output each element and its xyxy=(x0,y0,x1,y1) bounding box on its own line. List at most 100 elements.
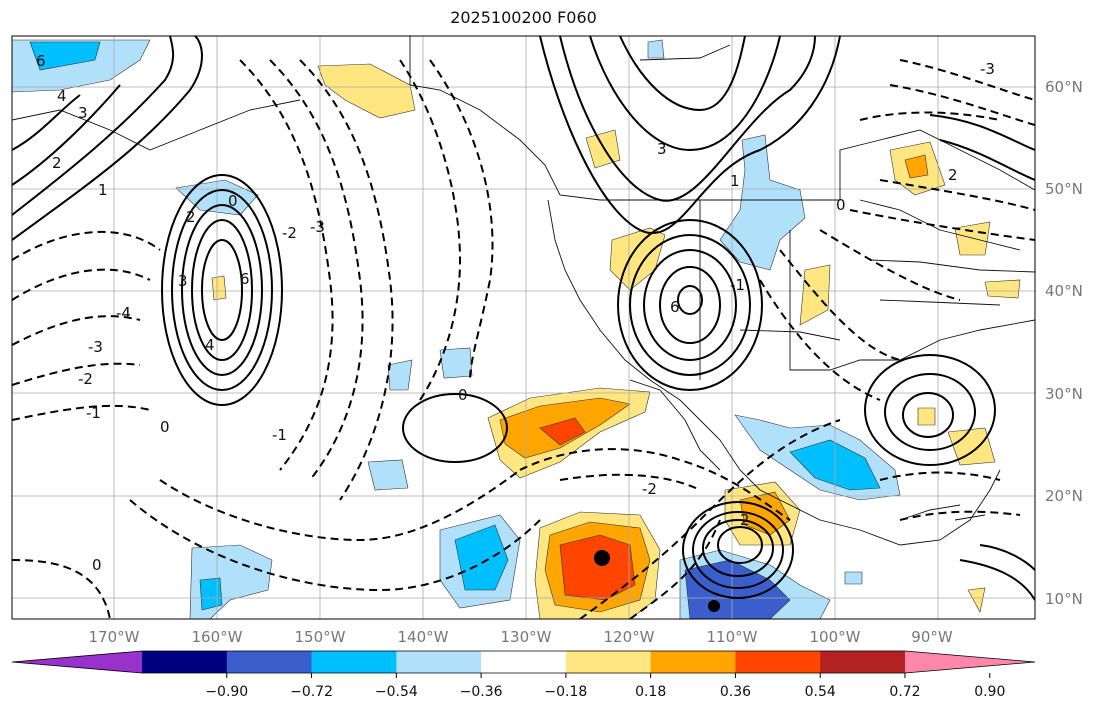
fill-region xyxy=(439,347,473,379)
map-area xyxy=(12,36,1035,619)
colorbar-tick-label: 0.18 xyxy=(635,684,666,700)
contour-line xyxy=(519,448,791,521)
contour-line xyxy=(12,362,141,386)
colorbar-tick-label: 0.36 xyxy=(720,684,751,700)
fill-region xyxy=(387,359,413,391)
contour-label: 4 xyxy=(57,87,67,105)
fill-region xyxy=(539,417,586,446)
contour-line xyxy=(629,519,721,619)
fill-region xyxy=(559,534,636,601)
lat-label: 10°N xyxy=(1045,590,1083,608)
contour-line xyxy=(12,268,151,301)
colorbar-tick-label: 0.54 xyxy=(805,684,836,700)
contour-label: -1 xyxy=(730,276,745,294)
contour-line xyxy=(429,59,494,381)
colorbar-extend-high xyxy=(905,651,1035,673)
contour-line xyxy=(399,59,462,401)
map-frame xyxy=(11,35,1036,620)
contour-line xyxy=(702,519,774,577)
contour-line xyxy=(559,36,816,202)
contour-label: 2 xyxy=(186,208,196,226)
fill-region xyxy=(967,587,986,613)
colorbar-outline xyxy=(11,650,1036,674)
contour-line xyxy=(559,473,701,491)
contour-label: 2 xyxy=(52,154,62,172)
lon-label: 130°W xyxy=(501,628,552,646)
fill-region xyxy=(647,39,665,59)
contour-line xyxy=(677,285,703,315)
contour-line xyxy=(181,204,263,376)
fill-region xyxy=(367,459,409,491)
contour-line xyxy=(864,354,996,466)
contour-label: 0 xyxy=(160,418,170,436)
fill-region xyxy=(454,524,509,591)
contour-line xyxy=(539,36,841,234)
min-marker xyxy=(708,600,720,612)
contour-line xyxy=(129,499,541,592)
contour-label: 4 xyxy=(205,336,215,354)
contour-line xyxy=(579,419,841,619)
contour-line xyxy=(899,510,1021,521)
contour-line xyxy=(12,36,203,241)
contour-line xyxy=(889,84,1035,126)
fill-region xyxy=(917,407,936,426)
colorbar-tick-label: −0.90 xyxy=(205,684,248,700)
contour-line xyxy=(692,511,784,589)
contour-line xyxy=(159,469,521,542)
contour-line xyxy=(879,471,1001,481)
contour-line xyxy=(12,230,161,261)
contour-line xyxy=(12,559,111,619)
contour-line xyxy=(902,392,954,438)
contour-label: -3 xyxy=(980,60,995,78)
contour-label: 2 xyxy=(740,511,750,529)
colorbar-segment xyxy=(226,651,313,673)
lat-label: 40°N xyxy=(1045,282,1083,300)
contour-label: -1 xyxy=(86,404,101,422)
fill-region xyxy=(904,154,929,179)
lon-label: 120°W xyxy=(604,628,655,646)
colorbar-segment xyxy=(650,651,736,673)
contour-line xyxy=(939,139,1035,181)
contour-line xyxy=(161,174,283,406)
contour-line xyxy=(819,229,961,301)
fill-region xyxy=(799,264,831,326)
lon-label: 140°W xyxy=(398,628,449,646)
coastlines xyxy=(12,36,1035,546)
colorbar-segment xyxy=(311,651,397,673)
contour-line xyxy=(779,249,901,361)
colorbar: −0.90 −0.72 −0.54 −0.36 −0.18 0.18 0.36 0.54 0.7… xyxy=(11,650,1036,700)
contour-line xyxy=(884,373,976,451)
max-marker xyxy=(594,550,610,566)
contour-line xyxy=(859,111,1001,121)
colorbar-tick-label: −0.36 xyxy=(460,684,503,700)
colorbar-segment xyxy=(481,651,567,673)
contour-label: 2 xyxy=(948,166,958,184)
contour-label: 3 xyxy=(178,272,188,290)
contour-line xyxy=(643,249,737,361)
colorbar-tick-label: −0.54 xyxy=(375,684,418,700)
contour-line xyxy=(402,393,508,463)
contour-label: -4 xyxy=(116,304,131,322)
contour-label: -2 xyxy=(642,480,657,498)
fill-region xyxy=(984,279,1021,299)
lon-label: 100°W xyxy=(810,628,861,646)
figure-title: 2025100200 F060 xyxy=(450,8,597,27)
fill-region xyxy=(199,577,223,611)
contour-line xyxy=(929,114,1035,151)
fill-region xyxy=(947,427,996,466)
colorbar-segment xyxy=(820,651,906,673)
colorbar-segment xyxy=(396,651,482,673)
contour-label: 1 xyxy=(98,181,108,199)
contour-line xyxy=(629,234,751,376)
lat-label: 60°N xyxy=(1045,78,1083,96)
contour-labels: 6 4 3 2 1 0 0 -1 -2 -3 -4 6 4 3 2 0 -1 -… xyxy=(36,52,995,574)
contour-line xyxy=(12,84,121,186)
latitude-labels: 60°N 50°N 40°N 30°N 20°N 10°N xyxy=(1045,78,1083,608)
contour-line xyxy=(659,266,721,344)
contour-label: -1 xyxy=(272,426,287,444)
lat-label: 20°N xyxy=(1045,487,1083,505)
contour-line xyxy=(191,219,253,361)
colorbar-segment xyxy=(735,651,821,673)
colorbar-extend-low xyxy=(12,651,142,673)
contour-line xyxy=(619,36,746,112)
